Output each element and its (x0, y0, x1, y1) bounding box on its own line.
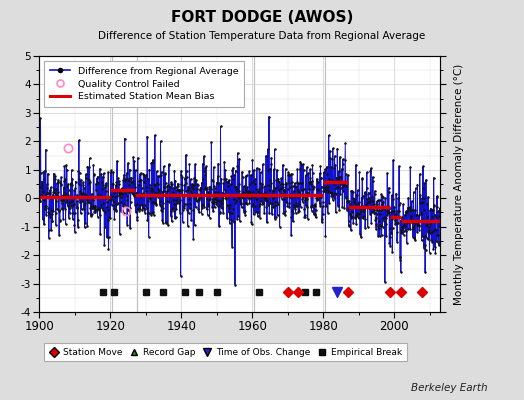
Text: FORT DODGE (AWOS): FORT DODGE (AWOS) (171, 10, 353, 26)
Text: Difference of Station Temperature Data from Regional Average: Difference of Station Temperature Data f… (99, 31, 425, 41)
Text: Berkeley Earth: Berkeley Earth (411, 383, 487, 393)
Y-axis label: Monthly Temperature Anomaly Difference (°C): Monthly Temperature Anomaly Difference (… (454, 63, 464, 305)
Legend: Difference from Regional Average, Quality Control Failed, Estimated Station Mean: Difference from Regional Average, Qualit… (44, 61, 244, 107)
Legend: Station Move, Record Gap, Time of Obs. Change, Empirical Break: Station Move, Record Gap, Time of Obs. C… (44, 344, 407, 362)
